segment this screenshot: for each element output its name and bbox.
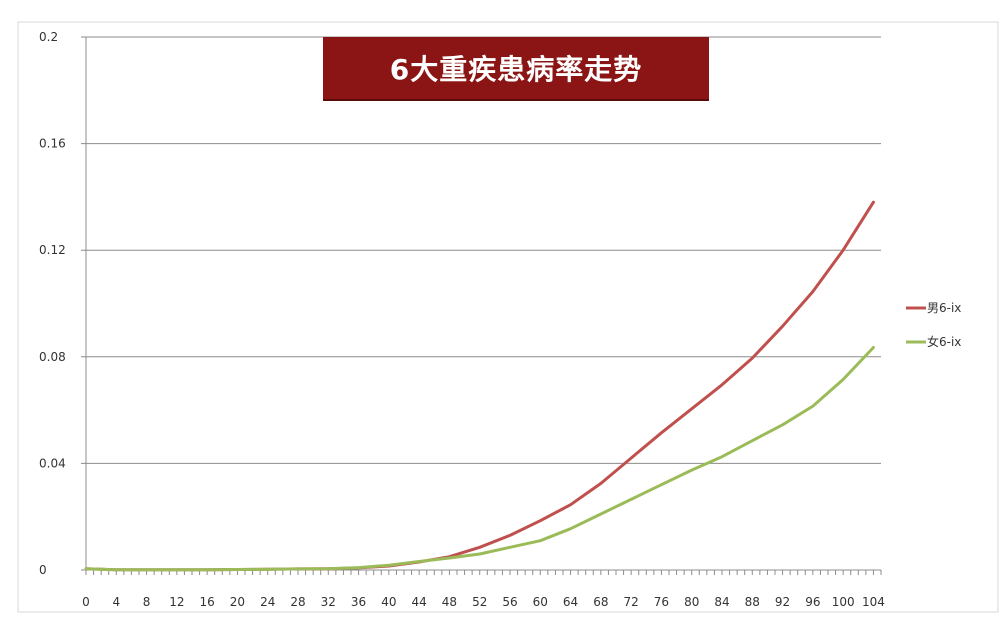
x-tick-label: 32 (321, 595, 336, 609)
series-line-1 (84, 346, 875, 572)
chart-border (17, 21, 999, 613)
data-point (872, 201, 874, 203)
x-tick-label: 36 (351, 595, 366, 609)
y-tick-label: 0.08 (39, 350, 66, 364)
x-tick-label: 64 (563, 595, 578, 609)
data-point (146, 569, 148, 571)
data-point (721, 456, 723, 458)
x-tick-label: 8 (143, 595, 151, 609)
data-point (812, 291, 814, 293)
data-point (448, 557, 450, 559)
axes: 00.040.080.120.160.20 4 8 12 16 20 24 28 32 36 40 4… (39, 30, 885, 609)
data-point (509, 546, 511, 548)
data-point (782, 325, 784, 327)
y-tick-label: 0.12 (39, 243, 66, 257)
data-point (570, 528, 572, 530)
data-point (872, 346, 874, 348)
x-tick-label: 68 (593, 595, 608, 609)
x-tick-label: 80 (684, 595, 699, 609)
data-point (600, 513, 602, 515)
data-point (479, 553, 481, 555)
y-tick-label: 0.16 (39, 137, 66, 151)
data-point (660, 484, 662, 486)
data-point (630, 498, 632, 500)
data-point (721, 384, 723, 386)
x-tick-label: 52 (472, 595, 487, 609)
legend-label: 女6-ix (927, 334, 961, 349)
legend: 男6-ix 女6-ix (906, 301, 961, 349)
data-point (630, 457, 632, 459)
x-tick-label: 48 (442, 595, 457, 609)
data-point (691, 408, 693, 410)
x-tick-label: 100 (832, 595, 855, 609)
data-point (176, 569, 178, 571)
data-point (539, 520, 541, 522)
data-point (782, 424, 784, 426)
x-tick-label: 72 (624, 595, 639, 609)
gridlines (81, 36, 881, 571)
x-tick-label: 88 (745, 595, 760, 609)
x-tick-label: 60 (533, 595, 548, 609)
data-point (327, 568, 329, 570)
data-point (297, 568, 299, 570)
y-tick-label: 0.04 (39, 456, 66, 470)
data-point (479, 546, 481, 548)
x-tick-label: 92 (775, 595, 790, 609)
x-tick-label: 96 (805, 595, 820, 609)
data-point (206, 569, 208, 571)
x-tick-label: 0 (82, 595, 90, 609)
data-point (691, 469, 693, 471)
x-tick-label: 104 (862, 595, 885, 609)
data-point (570, 504, 572, 506)
x-tick-label: 44 (412, 595, 427, 609)
x-tick-label: 12 (169, 595, 184, 609)
x-tick-label: 4 (112, 595, 120, 609)
x-tick-label: 76 (654, 595, 669, 609)
data-point (236, 568, 238, 570)
data-point (751, 440, 753, 442)
data-point (358, 567, 360, 569)
legend-label: 男6-ix (927, 301, 961, 315)
x-tick-label: 28 (290, 595, 305, 609)
data-point (388, 564, 390, 566)
data-point (418, 560, 420, 562)
data-point (751, 357, 753, 359)
chart-title: 6大重疾患病率走势 (323, 37, 709, 101)
x-tick-label: 56 (502, 595, 517, 609)
data-point (660, 432, 662, 434)
x-tick-label: 84 (714, 595, 729, 609)
data-point (115, 569, 117, 571)
data-point (600, 482, 602, 484)
data-point (842, 378, 844, 380)
data-point (267, 568, 269, 570)
data-point (842, 249, 844, 251)
x-tick-label: 16 (200, 595, 215, 609)
x-tick-label: 24 (260, 595, 275, 609)
data-point (539, 540, 541, 542)
data-point (812, 405, 814, 407)
y-tick-label: 0 (39, 563, 47, 577)
x-tick-label: 40 (381, 595, 396, 609)
data-point (509, 534, 511, 536)
y-tick-label: 0.2 (39, 30, 58, 44)
x-tick-label: 20 (230, 595, 245, 609)
series-lines (84, 200, 875, 572)
series-line-0 (84, 200, 875, 572)
data-point (85, 568, 87, 570)
